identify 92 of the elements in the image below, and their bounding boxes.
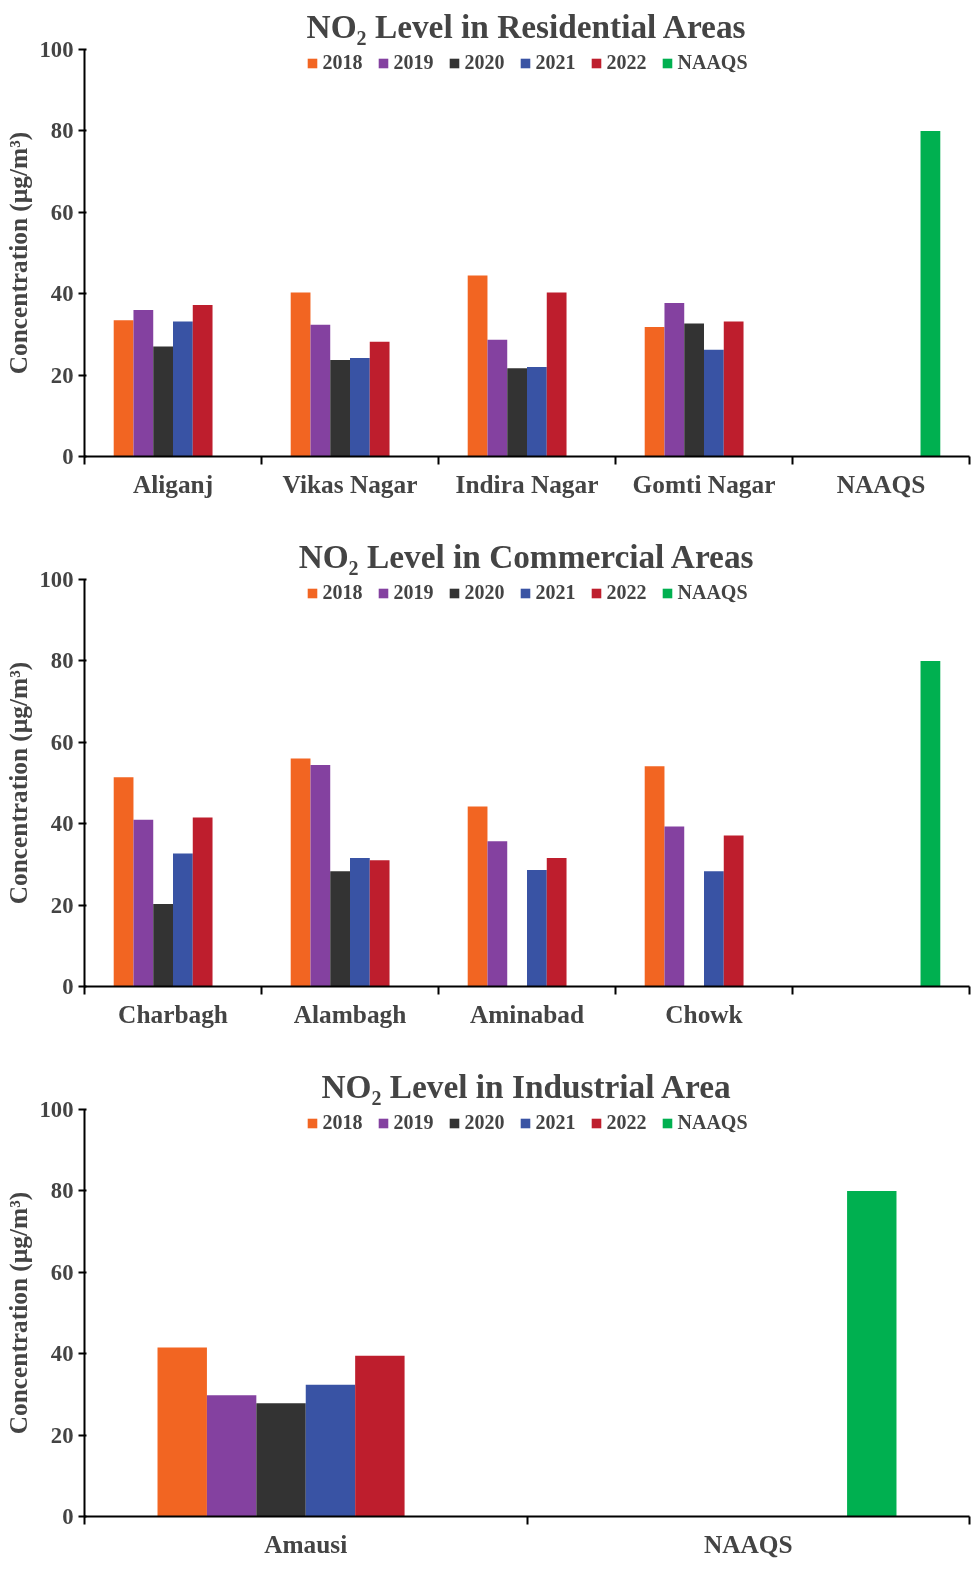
y-tick-label: 60: [50, 1259, 74, 1285]
legend-label: 2021: [535, 581, 576, 604]
legend-label: 2021: [535, 51, 576, 74]
legend-label: 2018: [322, 1111, 363, 1134]
y-tick-label: 20: [50, 1422, 74, 1448]
legend-label: 2022: [606, 1111, 647, 1134]
y-tick-label: 80: [50, 118, 74, 144]
x-tick-label: Indira Nagar: [455, 469, 599, 498]
y-axis-title: Concentration (µg/m³): [3, 661, 33, 905]
chart-title: NO₂ Level in Residential Areas: [306, 7, 746, 45]
bar: [113, 777, 134, 987]
x-tick-label: Alambagh: [293, 999, 407, 1028]
bar: [173, 853, 193, 987]
legend-label: 2019: [393, 581, 434, 604]
y-axis-title: Concentration (µg/m³): [3, 1191, 33, 1435]
y-tick-label: 0: [62, 974, 74, 999]
bar: [704, 349, 724, 457]
bar: [467, 806, 488, 987]
x-tick-label: Aliganj: [132, 469, 214, 498]
bar: [310, 765, 331, 987]
bar: [546, 292, 567, 457]
bar: [369, 860, 390, 987]
bar: [664, 826, 685, 987]
chart-title: NO₂ Level in Industrial Area: [321, 1067, 732, 1105]
bar: [290, 292, 311, 457]
x-tick-label: Amausi: [264, 1529, 348, 1558]
bar: [113, 320, 134, 457]
legend-label: 2021: [535, 1111, 576, 1134]
legend-label: NAAQS: [677, 51, 748, 74]
bar: [350, 857, 370, 987]
bar: [664, 303, 685, 457]
bar: [192, 817, 213, 987]
chart-title: NO₂ Level in Commercial Areas: [298, 537, 754, 575]
bar: [644, 766, 665, 987]
bar: [369, 341, 390, 457]
legend-label: 2019: [393, 1111, 434, 1134]
bar: [920, 130, 941, 457]
bar: [330, 360, 350, 457]
legend-label: NAAQS: [677, 581, 748, 604]
bar: [507, 368, 527, 457]
bar: [133, 819, 154, 987]
legend-label: 2018: [322, 51, 363, 74]
y-tick-label: 0: [62, 444, 74, 469]
legend-label: 2020: [464, 581, 505, 604]
y-tick-label: 40: [50, 1341, 74, 1367]
y-tick-label: 40: [50, 811, 74, 837]
legend-label: 2020: [464, 1111, 505, 1134]
legend-label: 2020: [464, 51, 505, 74]
y-tick-label: 80: [50, 648, 74, 674]
y-tick-label: 60: [50, 729, 74, 755]
legend-label: 2022: [606, 51, 647, 74]
bar: [467, 275, 488, 457]
x-tick-label: Vikas Nagar: [282, 469, 418, 498]
x-tick-label: Aminabad: [469, 999, 585, 1028]
y-tick-label: 40: [50, 281, 74, 307]
x-tick-label: Chowk: [665, 999, 744, 1028]
bar: [704, 871, 724, 987]
bar: [546, 857, 567, 987]
bar: [192, 305, 213, 457]
y-tick-label: 20: [50, 362, 74, 388]
legend-label: 2022: [606, 581, 647, 604]
legend-label: NAAQS: [677, 1111, 748, 1134]
bar: [487, 339, 508, 457]
y-tick-label: 80: [50, 1178, 74, 1204]
bar: [527, 870, 547, 987]
x-tick-label: Gomti Nagar: [632, 469, 776, 498]
bar: [350, 358, 370, 457]
bar: [290, 758, 311, 987]
x-tick-label: NAAQS: [836, 469, 926, 498]
y-tick-label: 0: [62, 1504, 74, 1529]
bar: [723, 321, 744, 457]
bar: [920, 660, 941, 987]
y-tick-label: 100: [39, 1097, 74, 1122]
bar: [330, 871, 350, 987]
bar: [487, 841, 508, 987]
bar: [133, 309, 154, 457]
y-tick-label: 60: [50, 199, 74, 225]
y-tick-label: 20: [50, 892, 74, 918]
bar: [684, 323, 704, 457]
bar: [723, 835, 744, 987]
bar: [644, 327, 665, 457]
x-tick-label: Charbagh: [118, 999, 228, 1028]
legend-label: 2019: [393, 51, 434, 74]
y-tick-label: 100: [39, 37, 74, 62]
bar: [310, 324, 331, 457]
bar: [527, 366, 547, 457]
bar: [153, 346, 173, 457]
y-tick-label: 100: [39, 567, 74, 592]
bar: [173, 321, 193, 457]
bar: [153, 903, 173, 987]
legend-label: 2018: [322, 581, 363, 604]
y-axis-title: Concentration (µg/m³): [3, 131, 33, 375]
